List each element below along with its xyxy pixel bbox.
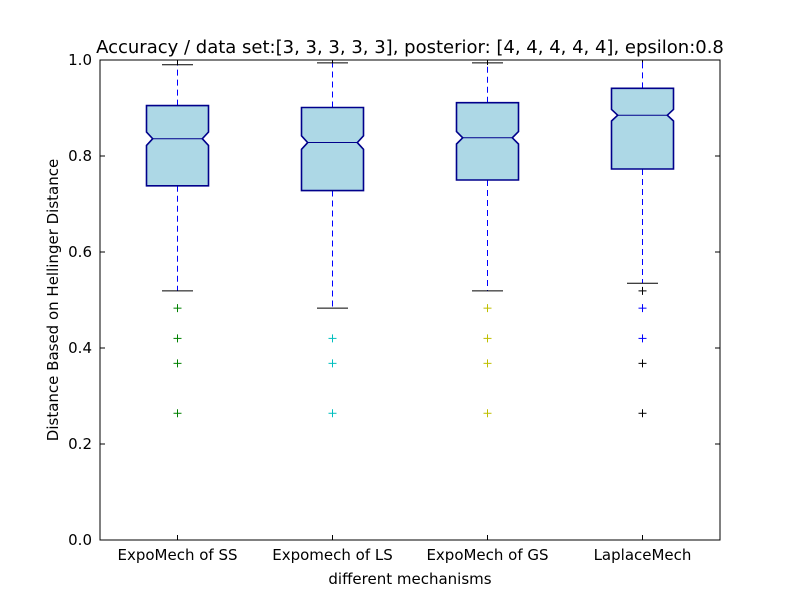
outlier-point <box>328 359 337 368</box>
x-tick-label: ExpoMech of SS <box>117 546 237 564</box>
outlier-point <box>483 359 492 368</box>
outlier-point <box>328 334 337 343</box>
y-tick-label: 0.8 <box>68 147 92 165</box>
plot-area: 0.0 0.2 0.4 0.6 0.8 1.0 ExpoMech of SS Expomech… <box>68 51 721 564</box>
outlier-point <box>173 304 182 313</box>
outlier-point <box>638 359 647 368</box>
x-axis-label: different mechanisms <box>328 570 491 588</box>
y-tick-label: 0.6 <box>68 243 92 261</box>
box-group-4: LaplaceMech <box>594 59 692 564</box>
outlier-point <box>173 334 182 343</box>
chart-title: Accuracy / data set:[3, 3, 3, 3, 3], pos… <box>96 37 724 58</box>
box-group-2: Expomech of LS <box>272 60 393 564</box>
plot-frame <box>99 59 721 541</box>
outlier-point <box>638 334 647 343</box>
box <box>610 87 675 170</box>
y-tick-label: 0.4 <box>68 339 92 357</box>
y-axis-label: Distance Based on Hellinger Distance <box>44 159 62 441</box>
box-group-3: ExpoMech of GS <box>426 60 549 564</box>
x-tick-label: LaplaceMech <box>594 546 692 564</box>
y-tick-label: 0.0 <box>68 531 92 549</box>
box <box>300 106 365 192</box>
x-tick-label: Expomech of LS <box>272 546 393 564</box>
outlier-point <box>483 304 492 313</box>
outlier-point <box>638 304 647 313</box>
outlier-point <box>483 334 492 343</box>
x-tick-label: ExpoMech of GS <box>426 546 548 564</box>
y-tick-label: 0.2 <box>68 435 92 453</box>
outlier-point <box>328 409 337 418</box>
outlier-point <box>483 409 492 418</box>
outlier-point <box>638 409 647 418</box>
box <box>145 104 210 187</box>
outlier-point <box>173 409 182 418</box>
y-tick-label: 1.0 <box>68 51 92 69</box>
outlier-point <box>173 359 182 368</box>
box <box>455 101 520 181</box>
box-group-1: ExpoMech of SS <box>117 60 238 564</box>
outlier-point <box>638 286 647 295</box>
